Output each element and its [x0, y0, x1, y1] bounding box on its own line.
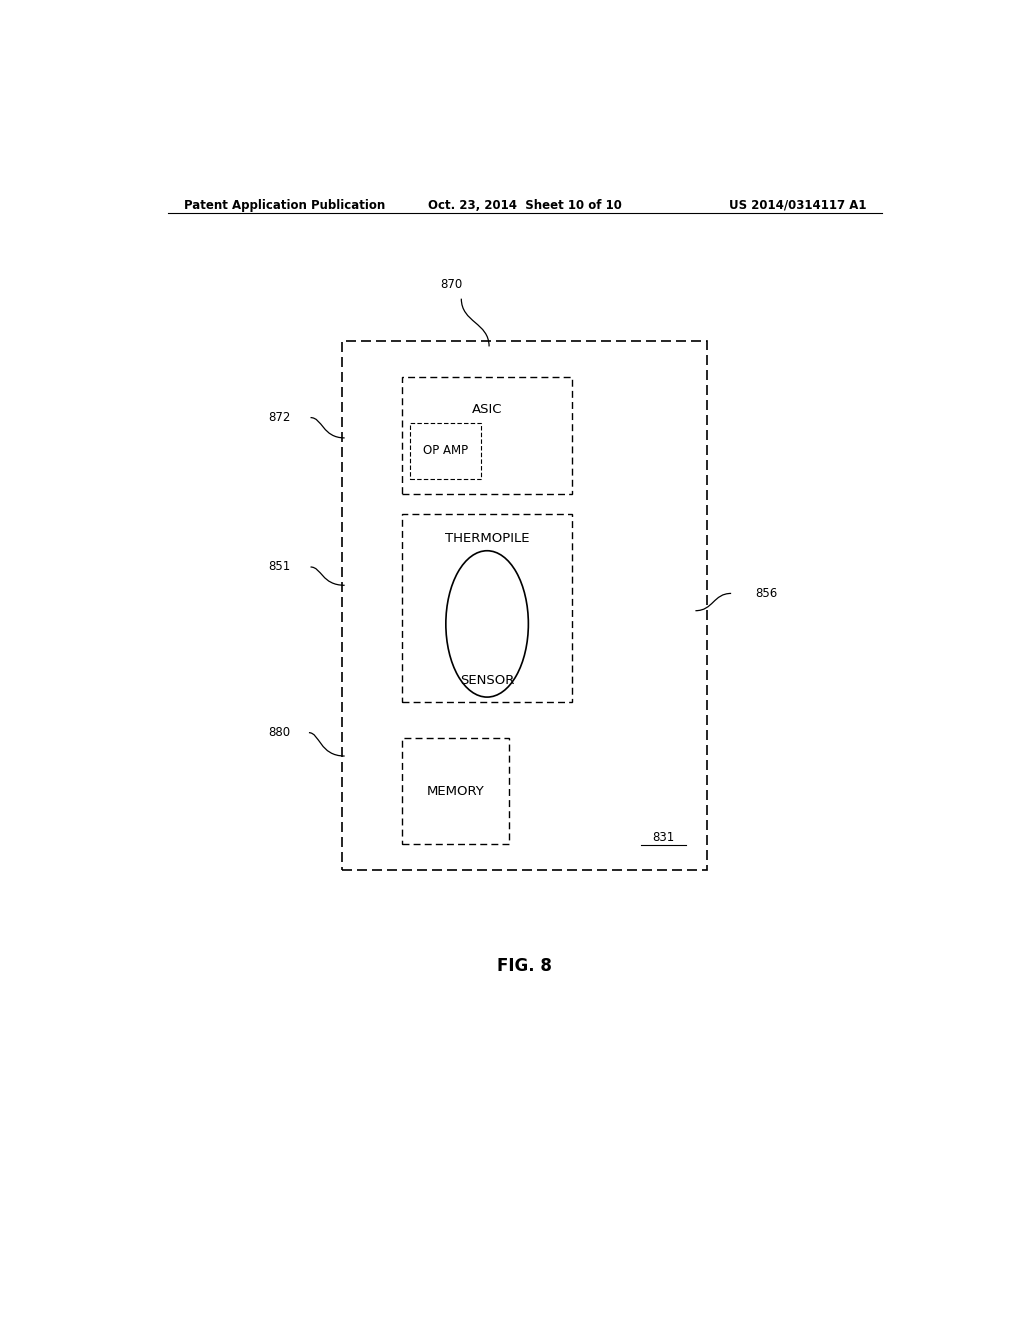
Text: Patent Application Publication: Patent Application Publication — [183, 198, 385, 211]
Bar — [410, 422, 481, 479]
Text: ASIC: ASIC — [472, 403, 503, 416]
Text: SENSOR: SENSOR — [460, 675, 514, 686]
Text: 870: 870 — [440, 277, 463, 290]
Bar — [401, 738, 509, 845]
Bar — [401, 378, 572, 494]
Text: MEMORY: MEMORY — [426, 784, 484, 797]
Text: 831: 831 — [652, 832, 675, 845]
Bar — [342, 342, 708, 870]
Text: 851: 851 — [268, 561, 291, 573]
Text: FIG. 8: FIG. 8 — [498, 957, 552, 975]
Text: 880: 880 — [268, 726, 291, 739]
Text: US 2014/0314117 A1: US 2014/0314117 A1 — [728, 198, 866, 211]
Text: OP AMP: OP AMP — [423, 444, 468, 457]
Text: THERMOPILE: THERMOPILE — [444, 532, 529, 545]
Bar — [401, 513, 572, 702]
Text: 856: 856 — [755, 587, 777, 599]
Text: 872: 872 — [268, 411, 291, 424]
Text: Oct. 23, 2014  Sheet 10 of 10: Oct. 23, 2014 Sheet 10 of 10 — [428, 198, 622, 211]
